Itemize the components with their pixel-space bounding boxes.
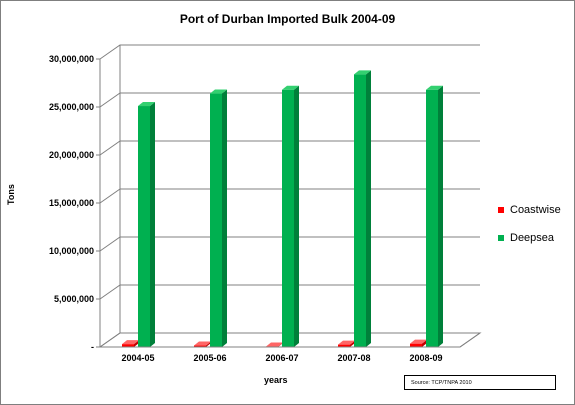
legend-item-deepsea: Deepsea (498, 224, 561, 252)
bar-coastwise-2006-07-top (266, 342, 283, 347)
bar-coastwise-2004-05-top (122, 340, 139, 345)
y-tick-label: - (91, 342, 94, 352)
bar-deepsea-2008-09-top (426, 85, 443, 90)
bar-coastwise-2004-05-side (134, 340, 139, 347)
bar-coastwise-2007-08-side (350, 340, 355, 347)
source-note: Source: TCP/TNPA 2010 (404, 375, 556, 390)
y-tick-label: 10,000,000 (49, 246, 94, 256)
bar-deepsea-2006-07-top (282, 85, 299, 90)
bar-coastwise-2005-06-top (194, 341, 211, 346)
x-tick-label: 2004-05 (121, 353, 154, 363)
chart-title: Port of Durban Imported Bulk 2004-09 (179, 12, 396, 26)
legend-label-coastwise: Coastwise (510, 204, 561, 216)
bar-deepsea-2006-07-side (294, 85, 299, 347)
bar-deepsea-2007-08-side (366, 70, 371, 348)
x-tick-label: 2005-06 (193, 353, 226, 363)
bar-deepsea-2007-08-top (354, 70, 371, 75)
bar-coastwise-2008-09-side (422, 339, 427, 347)
legend: Coastwise Deepsea (498, 196, 561, 252)
bar-coastwise-2008-09-top (410, 339, 427, 344)
y-tick-label: 20,000,000 (49, 150, 94, 160)
floor-right-edge (459, 332, 481, 348)
bar-coastwise-2006-07-side (278, 342, 283, 347)
x-tick-label: 2007-08 (337, 353, 370, 363)
bar-deepsea-2005-06-top (210, 89, 227, 94)
bar-deepsea-2006-07-front (282, 89, 294, 347)
bar-deepsea-2004-05-front (138, 106, 150, 347)
bar-deepsea-2004-05-side (150, 102, 155, 347)
bar-deepsea-2007-08-front (354, 74, 366, 348)
bar-coastwise-2005-06-side (206, 341, 211, 347)
bar-deepsea-2008-09-side (438, 85, 443, 347)
legend-swatch-deepsea (498, 235, 504, 241)
bar-deepsea-2004-05-top (138, 102, 155, 107)
x-tick-label: 2006-07 (265, 353, 298, 363)
bar-coastwise-2005-06-front (194, 345, 206, 347)
y-tick-label: 30,000,000 (49, 54, 94, 64)
bar-coastwise-2007-08-front (338, 344, 350, 347)
legend-item-coastwise: Coastwise (498, 196, 561, 224)
y-axis-label: Tons (6, 184, 16, 205)
bar-coastwise-2007-08-top (338, 340, 355, 345)
x-tick-label: 2008-09 (409, 353, 442, 363)
y-tick-label: 5,000,000 (54, 294, 94, 304)
y-tick-label: 25,000,000 (49, 102, 94, 112)
bar-deepsea-2005-06-front (210, 93, 222, 347)
y-tick-label: 15,000,000 (49, 198, 94, 208)
bar-deepsea-2005-06-side (222, 89, 227, 347)
legend-swatch-coastwise (498, 207, 504, 213)
bar-deepsea-2008-09-front (426, 89, 438, 347)
bar-coastwise-2004-05-front (122, 344, 134, 347)
x-axis-label: years (264, 375, 288, 385)
legend-label-deepsea: Deepsea (510, 232, 555, 244)
bar-coastwise-2008-09-front (410, 343, 422, 347)
gridline (99, 44, 480, 60)
